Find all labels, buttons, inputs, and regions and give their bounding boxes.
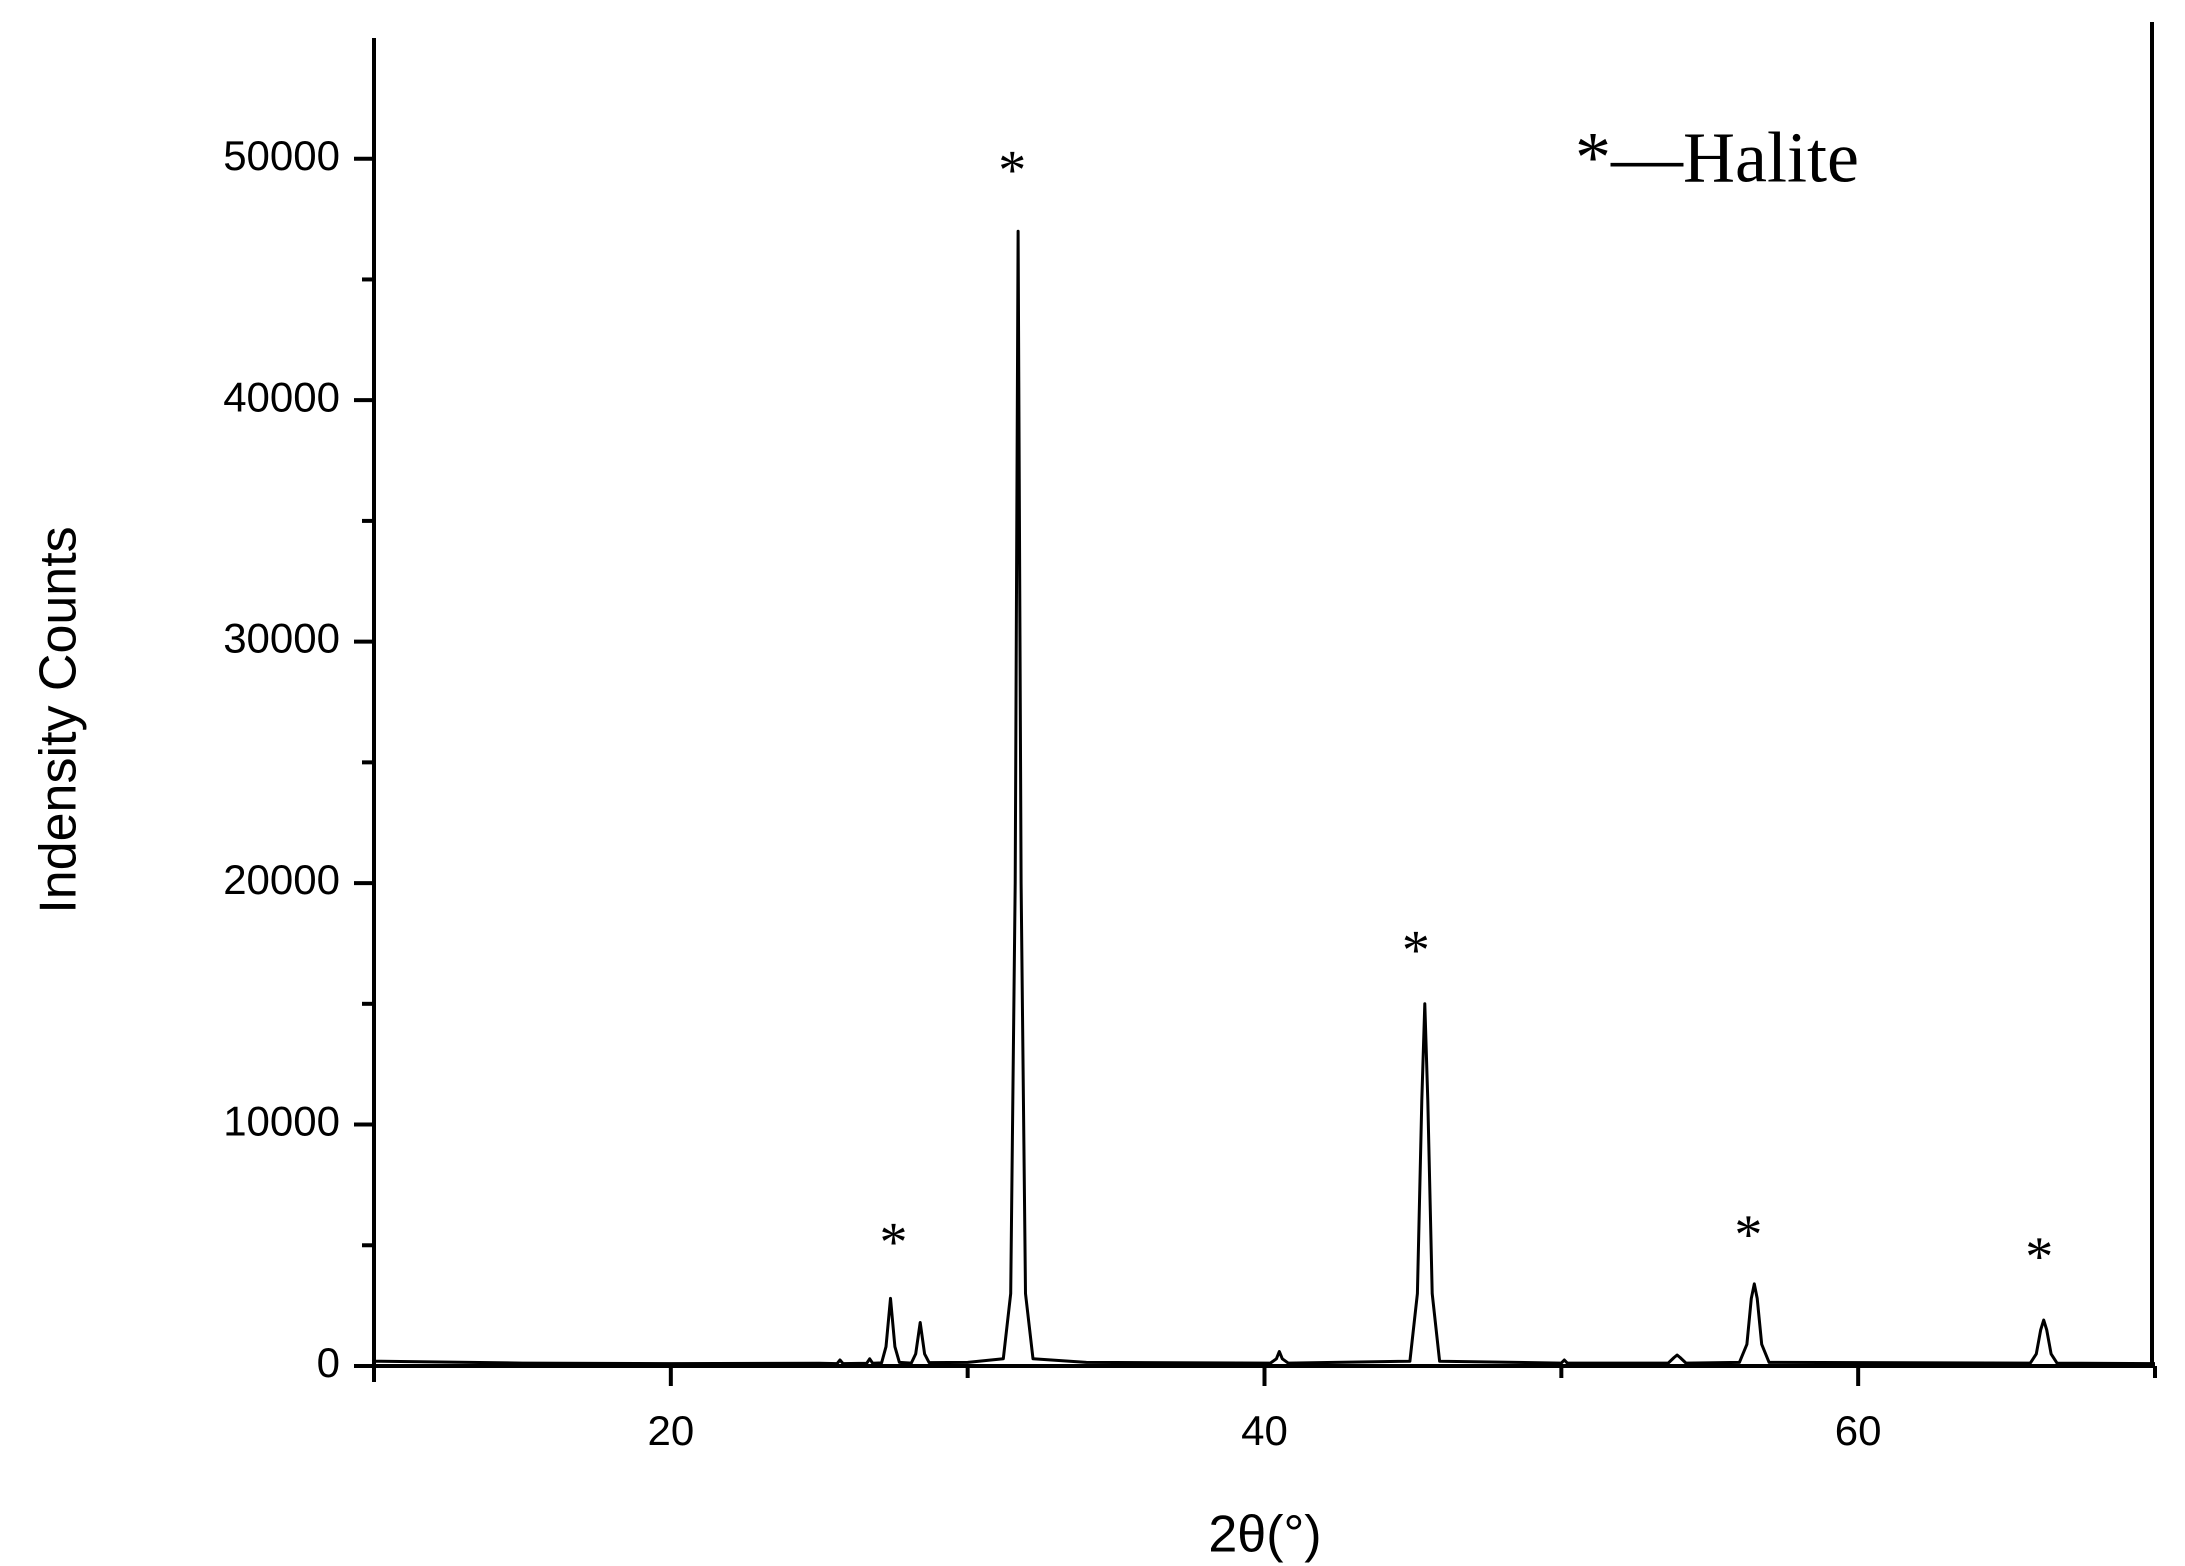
peak-marker: * bbox=[1402, 919, 1430, 981]
y-tick-label: 30000 bbox=[223, 615, 340, 662]
y-axis-title: Indensity Counts bbox=[30, 526, 88, 913]
peak-marker: * bbox=[879, 1211, 907, 1273]
peak-marker: * bbox=[998, 139, 1026, 201]
peak-marker: * bbox=[2025, 1226, 2053, 1288]
x-tick-label: 60 bbox=[1835, 1407, 1882, 1454]
y-tick-label: 50000 bbox=[223, 132, 340, 179]
x-tick-label: 40 bbox=[1241, 1407, 1288, 1454]
legend-note: *—Halite bbox=[1575, 118, 1859, 198]
y-tick-label: 10000 bbox=[223, 1098, 340, 1145]
data-line bbox=[373, 229, 2156, 1366]
x-tick-label: 20 bbox=[647, 1407, 694, 1454]
y-tick-label: 20000 bbox=[223, 856, 340, 903]
x-axis-title: 2θ(°) bbox=[1208, 1506, 1321, 1564]
y-tick-label: 0 bbox=[317, 1339, 340, 1386]
peak-marker: * bbox=[1734, 1204, 1762, 1266]
y-tick-label: 40000 bbox=[223, 373, 340, 420]
